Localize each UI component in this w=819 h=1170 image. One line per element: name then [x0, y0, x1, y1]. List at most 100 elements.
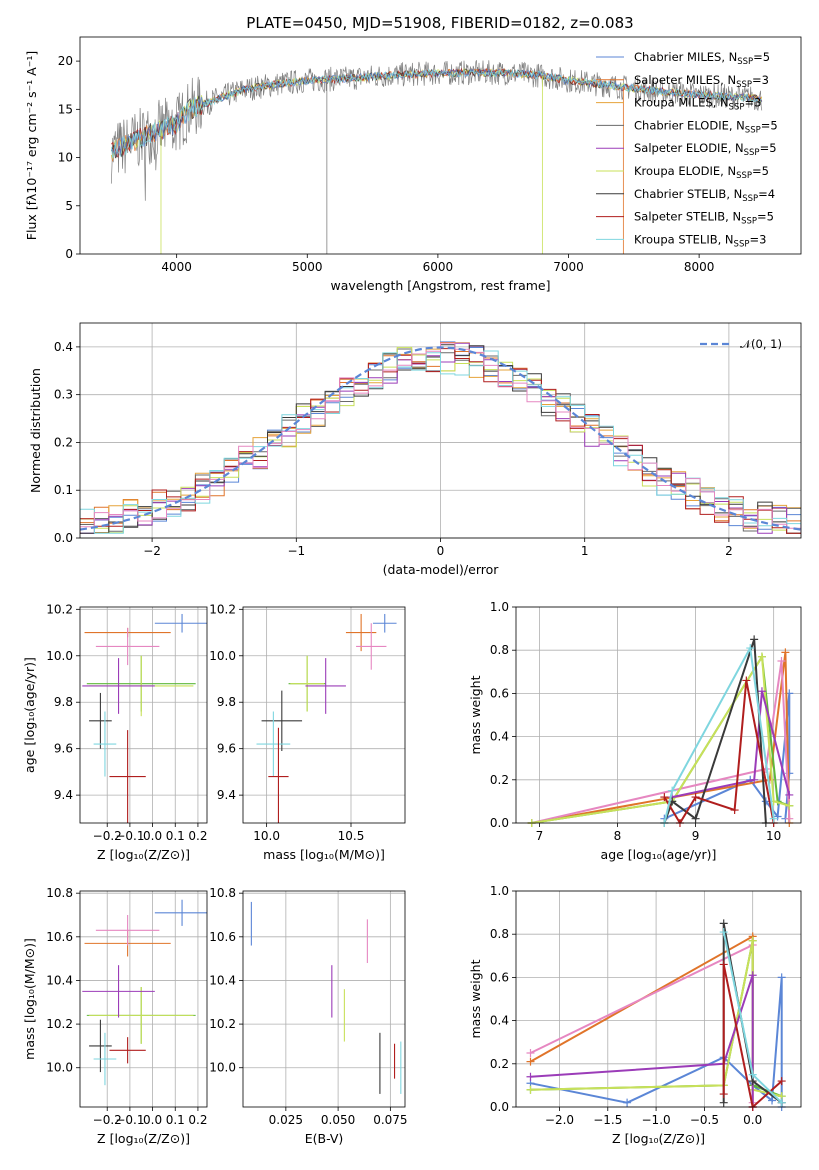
- point-marker: [691, 793, 700, 802]
- x-axis-label: (data-model)/error: [383, 562, 500, 577]
- x-axis-label: E(B-V): [305, 1131, 344, 1146]
- y-tick-label: 10.0: [46, 649, 73, 663]
- point-marker: [757, 687, 766, 696]
- point-marker: [719, 919, 728, 928]
- y-tick-label: 0.2: [54, 435, 73, 449]
- point-marker: [748, 971, 757, 980]
- mass-vs-ebv-panel: 0.025 0.050 0.075 10.0 10.2 10.4 10.6 10.8 E(B-V…: [209, 886, 407, 1146]
- x-axis-label: Z [log₁₀(Z/Z⊙)]: [97, 847, 190, 862]
- x-tick-label: 10: [766, 829, 781, 843]
- x-tick-label: −1: [287, 544, 305, 558]
- legend-label: Kroupa ELODIE, NSSP=5: [634, 164, 769, 181]
- residual-histogram-panel: −2 −1 0 1 2 0.0 0.1 0.2 0.3 0.4 (data-model)/error…: [28, 322, 802, 577]
- x-axis-label: mass [log₁₀(M/M⊙)]: [263, 847, 385, 862]
- y-tick-label: 10.8: [209, 886, 236, 900]
- y-tick-label: 0.4: [490, 730, 509, 744]
- x-axis-label: age [log₁₀(age/yr)]: [601, 847, 717, 862]
- x-tick-label: −0.1: [115, 1113, 144, 1127]
- x-tick-label: 0.2: [188, 829, 207, 843]
- y-tick-label: 10.6: [209, 930, 236, 944]
- y-tick-label: 0.4: [490, 1014, 509, 1028]
- x-tick-label: 0.1: [166, 1113, 185, 1127]
- x-tick-label: 0.0: [143, 829, 162, 843]
- massweight-vs-age-panel: 7 8 9 10 0.0 0.2 0.4 0.6 0.8 1.0 age [log₁₀(age/yr…: [468, 600, 802, 862]
- y-tick-label: 10.8: [46, 886, 73, 900]
- y-tick-label: 0.1: [54, 483, 73, 497]
- point-marker: [526, 1072, 535, 1081]
- y-tick-label: 0.0: [54, 531, 73, 545]
- legend-label: Salpeter ELODIE, NSSP=5: [634, 141, 777, 158]
- legend-label: Chabrier ELODIE, NSSP=5: [634, 118, 778, 135]
- x-tick-label: 0.0: [743, 1113, 762, 1127]
- axes-frame: [242, 606, 406, 824]
- x-tick-label: 7000: [553, 260, 584, 274]
- point-marker: [769, 814, 778, 823]
- point-marker: [757, 652, 766, 661]
- y-tick-label: 9.6: [217, 742, 236, 756]
- point-marker: [719, 1090, 728, 1099]
- y-axis-label: Flux [fλ10⁻¹⁷ erg cm⁻² s⁻¹ A⁻¹]: [24, 51, 39, 240]
- age-vs-z-panel: −0.2−0.10.0 0.1 0.2 9.4 9.6 9.8 10.0 10.2 Z [log…: [22, 602, 207, 862]
- x-tick-label: −0.2: [93, 829, 122, 843]
- legend-label: Chabrier STELIB, NSSP=4: [634, 187, 775, 204]
- model-spectrum-line: [110, 68, 762, 159]
- x-tick-label: −1.5: [593, 1113, 622, 1127]
- point-marker: [781, 648, 790, 657]
- y-tick-label: 10.0: [46, 1061, 73, 1075]
- y-axis-label: age [log₁₀(age/yr)]: [22, 657, 37, 773]
- x-tick-label: 7: [536, 829, 544, 843]
- point-marker: [526, 1085, 535, 1094]
- legend-label: Chabrier MILES, NSSP=5: [634, 50, 770, 67]
- point-marker: [761, 797, 770, 806]
- point-marker: [750, 635, 759, 644]
- y-axis-label: Normed distribution: [28, 368, 43, 493]
- point-marker: [777, 973, 786, 982]
- y-tick-label: 9.4: [54, 788, 73, 802]
- point-marker: [750, 775, 759, 784]
- point-marker: [719, 1098, 728, 1107]
- x-tick-label: −2: [143, 544, 161, 558]
- series-line: [531, 653, 790, 823]
- y-tick-label: 0.2: [490, 1057, 509, 1071]
- y-tick-label: 15: [58, 102, 73, 116]
- y-tick-label: 10.2: [209, 602, 236, 616]
- series-line: [531, 653, 790, 823]
- y-tick-label: 0: [65, 247, 73, 261]
- point-marker: [785, 814, 794, 823]
- y-tick-label: 20: [58, 54, 73, 68]
- legend-label: Kroupa MILES, NSSP=3: [634, 96, 761, 113]
- massweight-vs-z-panel: −2.0 −1.5 −1.0 −0.5 0.0 0.0 0.2 0.4 0.6 0.8 1.0 Z […: [468, 884, 802, 1146]
- x-tick-label: 0.075: [373, 1113, 407, 1127]
- y-tick-label: 10.4: [209, 973, 236, 987]
- point-marker: [785, 790, 794, 799]
- point-marker: [748, 1070, 757, 1079]
- y-tick-label: 10.0: [209, 1061, 236, 1075]
- x-tick-label: −0.1: [115, 829, 144, 843]
- x-tick-label: 10.0: [253, 829, 280, 843]
- legend-label: 𝒩(0, 1): [740, 337, 782, 351]
- point-marker: [623, 1098, 632, 1107]
- x-tick-label: 0.025: [269, 1113, 303, 1127]
- x-axis-label: Z [log₁₀(Z/Z⊙)]: [97, 1131, 190, 1146]
- series-line: [671, 690, 791, 799]
- axes-frame: [79, 36, 802, 255]
- axes-frame: [515, 890, 802, 1108]
- x-tick-label: 4000: [161, 260, 192, 274]
- x-tick-label: 10.5: [338, 829, 365, 843]
- spectrum-panel: 4000 5000 6000 7000 8000 0 5 10 15 20 wavelength […: [24, 36, 802, 293]
- y-tick-label: 5: [65, 199, 73, 213]
- legend-label: Salpeter STELIB, NSSP=5: [634, 210, 774, 227]
- legend-label: Salpeter MILES, NSSP=3: [634, 73, 769, 90]
- y-tick-label: 0.2: [490, 773, 509, 787]
- point-marker: [777, 657, 786, 665]
- y-tick-label: 0.8: [490, 927, 509, 941]
- point-marker: [742, 676, 751, 685]
- point-marker: [526, 1057, 535, 1066]
- point-marker: [730, 806, 739, 815]
- series-line: [722, 964, 783, 1107]
- point-marker: [777, 1098, 786, 1107]
- x-tick-label: 8: [614, 829, 622, 843]
- x-tick-label: 1: [581, 544, 589, 558]
- age-vs-mass-panel: 10.0 10.5 9.4 9.6 9.8 10.0 10.2 mass [log₁₀(M/M…: [209, 602, 406, 862]
